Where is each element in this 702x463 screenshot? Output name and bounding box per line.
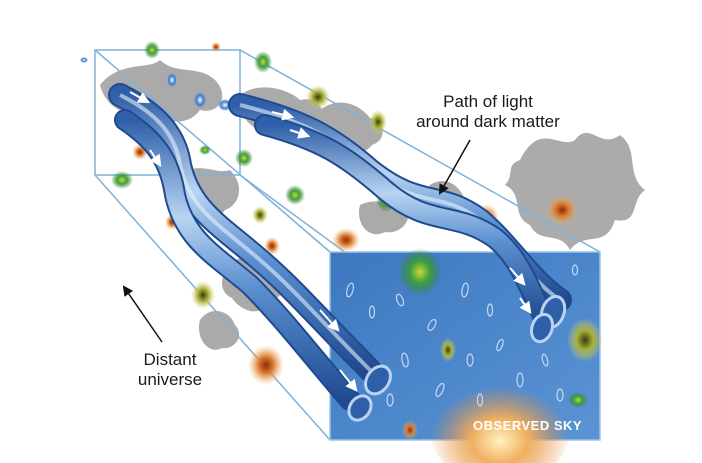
observed-sky-label: OBSERVED SKY — [473, 418, 582, 433]
distant-universe-arrow — [124, 287, 162, 342]
distant-universe-label: Distant universe — [120, 350, 220, 390]
distant-universe-line1: Distant — [120, 350, 220, 370]
path-of-light-line1: Path of light — [378, 92, 598, 112]
path-of-light-arrow — [440, 140, 470, 193]
path-of-light-line2: around dark matter — [378, 112, 598, 132]
distant-universe-line2: universe — [120, 370, 220, 390]
path-of-light-label: Path of light around dark matter — [378, 92, 598, 132]
